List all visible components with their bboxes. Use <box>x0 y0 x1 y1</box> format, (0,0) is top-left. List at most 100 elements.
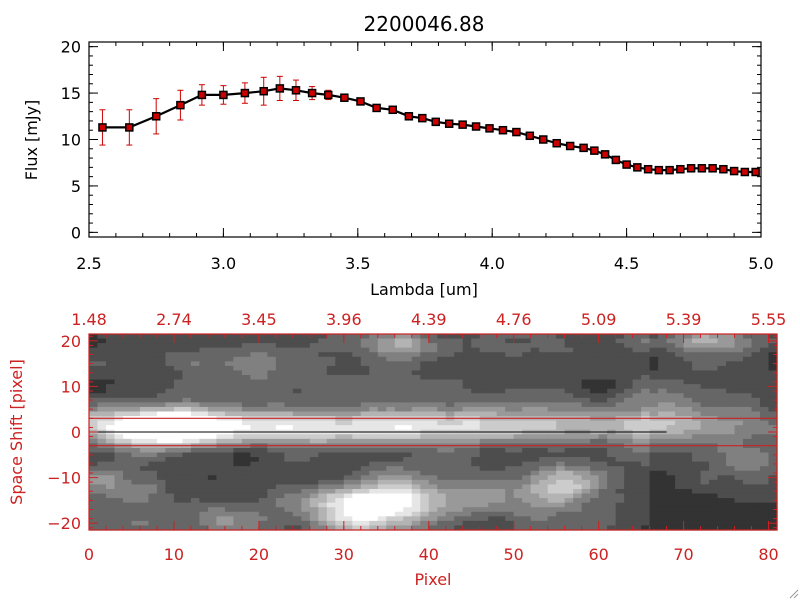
y-axis-label: Flux [mJy] <box>22 100 41 181</box>
image-pixel <box>292 470 302 476</box>
image-pixel <box>471 406 481 413</box>
image-pixel <box>360 397 370 403</box>
image-pixel <box>343 379 353 385</box>
image-pixel <box>581 466 591 472</box>
image-pixel <box>445 347 455 353</box>
image-pixel <box>479 375 489 381</box>
image-pixel <box>309 388 319 394</box>
image-pixel <box>428 388 438 394</box>
image-pixel <box>318 466 328 472</box>
image-pixel <box>641 411 651 417</box>
image-pixel <box>479 434 489 440</box>
image-pixel <box>709 425 719 431</box>
image-pixel <box>148 402 158 408</box>
image-pixel <box>114 365 124 372</box>
image-pixel <box>700 498 710 504</box>
image-pixel <box>182 402 192 408</box>
image-pixel <box>148 434 158 440</box>
image-pixel <box>318 447 328 454</box>
image-pixel <box>301 356 311 362</box>
image-pixel <box>301 447 311 454</box>
image-pixel <box>139 338 150 344</box>
image-pixel <box>666 488 676 495</box>
image-pixel <box>590 488 600 495</box>
image-pixel <box>726 488 736 495</box>
image-pixel <box>751 370 761 376</box>
image-pixel <box>105 375 116 381</box>
image-pixel <box>403 434 413 440</box>
image-pixel <box>666 338 676 344</box>
image-pixel <box>743 338 753 344</box>
image-pixel <box>139 516 150 522</box>
image-pixel <box>207 402 217 408</box>
image-pixel <box>241 447 251 454</box>
resize-grip-icon[interactable] <box>789 589 799 599</box>
image-pixel <box>343 507 353 513</box>
image-pixel <box>275 393 285 399</box>
image-pixel <box>420 466 430 472</box>
image-pixel <box>386 379 396 385</box>
image-pixel <box>292 425 302 431</box>
image-pixel <box>632 520 642 527</box>
image-pixel <box>190 447 201 454</box>
image-pixel <box>292 384 302 390</box>
image-pixel <box>114 511 124 517</box>
image-pixel <box>700 352 710 358</box>
image-pixel <box>250 411 260 417</box>
image-pixel <box>556 361 566 367</box>
image-pixel <box>343 488 353 495</box>
image-pixel <box>564 384 574 390</box>
image-pixel <box>241 461 251 467</box>
image-pixel <box>369 516 379 522</box>
image-pixel <box>335 516 345 522</box>
image-pixel <box>649 343 659 349</box>
image-pixel <box>615 402 625 408</box>
image-pixel <box>369 379 379 385</box>
image-pixel <box>675 334 685 340</box>
image-pixel <box>326 447 336 454</box>
image-pixel <box>377 484 387 490</box>
image-pixel <box>139 493 150 499</box>
image-pixel <box>658 466 668 472</box>
image-pixel <box>539 384 549 390</box>
image-pixel <box>547 470 557 476</box>
image-pixel <box>241 498 251 504</box>
image-pixel <box>488 375 498 381</box>
image-pixel <box>496 379 506 385</box>
image-pixel <box>165 397 175 403</box>
image-pixel <box>726 475 736 481</box>
image-pixel <box>437 356 447 362</box>
image-pixel <box>241 466 251 472</box>
image-pixel <box>632 370 642 376</box>
image-pixel <box>275 352 285 358</box>
image-pixel <box>658 379 668 385</box>
image-pixel <box>224 334 234 340</box>
image-pixel <box>530 461 540 467</box>
image-pixel <box>675 370 685 376</box>
image-pixel <box>258 511 268 517</box>
image-pixel <box>284 457 294 463</box>
image-pixel <box>131 520 141 527</box>
image-pixel <box>454 520 464 527</box>
image-pixel <box>547 361 557 367</box>
image-pixel <box>632 470 642 476</box>
image-pixel <box>454 334 464 340</box>
image-pixel <box>556 365 566 372</box>
image-pixel <box>734 525 744 531</box>
image-pixel <box>89 402 99 408</box>
image-pixel <box>709 356 719 362</box>
flux-data-point <box>512 127 521 137</box>
image-pixel <box>165 502 175 508</box>
image-pixel <box>734 365 744 372</box>
image-pixel <box>505 361 515 367</box>
image-pixel <box>598 384 608 390</box>
image-pixel <box>666 493 676 499</box>
image-pixel <box>326 525 336 531</box>
image-pixel <box>624 370 634 376</box>
image-pixel <box>335 365 345 372</box>
image-pixel <box>131 402 141 408</box>
image-pixel <box>301 516 311 522</box>
image-pixel <box>726 338 736 344</box>
image-pixel <box>641 434 651 440</box>
image-pixel <box>386 338 396 344</box>
